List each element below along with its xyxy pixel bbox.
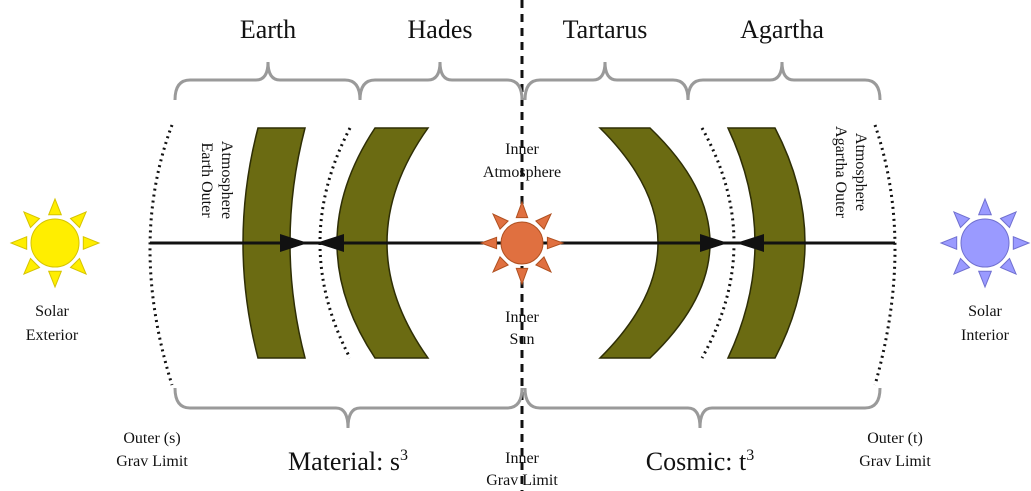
arrowhead bbox=[736, 234, 764, 252]
sun-ray bbox=[47, 270, 63, 289]
label: Grav Limit bbox=[486, 472, 558, 489]
brace bbox=[523, 61, 690, 101]
sun-ray bbox=[952, 257, 971, 276]
label: Solar bbox=[968, 303, 1002, 320]
solar-interior-sun bbox=[939, 197, 1031, 289]
sun-ray bbox=[491, 212, 509, 230]
brace bbox=[523, 387, 882, 429]
sun-ray bbox=[515, 200, 529, 219]
label: Atmosphere bbox=[483, 164, 561, 181]
earth-atmosphere-limit bbox=[318, 127, 352, 359]
sun-ray bbox=[22, 257, 41, 276]
tartarus-band bbox=[598, 127, 711, 359]
label: Exterior bbox=[26, 327, 79, 344]
brace bbox=[358, 61, 524, 101]
sun-ray bbox=[977, 197, 993, 216]
outer-t-limit bbox=[873, 124, 897, 386]
sun-ray bbox=[47, 197, 63, 216]
outer-s-limit bbox=[148, 124, 174, 386]
atmosphere-label: Atmosphere bbox=[852, 133, 869, 211]
sun-ray bbox=[546, 236, 565, 250]
atmosphere-label: Earth Outer bbox=[198, 142, 215, 218]
sun-ray bbox=[9, 235, 28, 251]
atmosphere-label: Agartha Outer bbox=[832, 126, 849, 219]
sun-ray bbox=[515, 267, 529, 286]
sun-ray bbox=[82, 235, 101, 251]
label: Solar bbox=[35, 303, 69, 320]
sun-ray bbox=[977, 270, 993, 289]
inner-sun bbox=[479, 200, 565, 286]
label: Inner bbox=[505, 141, 539, 158]
region-label: Earth bbox=[240, 15, 296, 44]
sun-ray bbox=[999, 257, 1018, 276]
label: Outer (t) bbox=[867, 430, 923, 447]
label: Inner bbox=[505, 309, 539, 326]
label: Grav Limit bbox=[116, 453, 188, 470]
sun-ray bbox=[491, 256, 509, 274]
region-label: Agartha bbox=[740, 15, 824, 44]
sun-ray bbox=[69, 210, 88, 229]
sun-ray bbox=[22, 210, 41, 229]
sun-ray bbox=[952, 210, 971, 229]
region-label: Tartarus bbox=[563, 15, 648, 44]
atmosphere-label: Atmosphere bbox=[218, 141, 235, 219]
brace bbox=[686, 61, 882, 101]
sun-ray bbox=[535, 256, 553, 274]
arrowhead bbox=[700, 234, 728, 252]
brace bbox=[173, 387, 524, 429]
material-label: Material: s3 bbox=[288, 447, 408, 476]
label: Grav Limit bbox=[859, 453, 931, 470]
sun-ray bbox=[479, 236, 498, 250]
arrowhead bbox=[280, 234, 308, 252]
sun-ray bbox=[535, 212, 553, 230]
label: Inner bbox=[505, 450, 539, 467]
arrowhead bbox=[316, 234, 344, 252]
brace bbox=[173, 61, 362, 101]
label: Outer (s) bbox=[123, 430, 180, 447]
label: Sun bbox=[510, 331, 535, 348]
cosmic-label: Cosmic: t3 bbox=[646, 447, 754, 476]
sun-ray bbox=[939, 235, 958, 251]
label: Interior bbox=[961, 327, 1010, 344]
sun-ray bbox=[999, 210, 1018, 229]
sun-ray bbox=[69, 257, 88, 276]
region-label: Hades bbox=[408, 15, 473, 44]
solar-exterior-sun bbox=[9, 197, 101, 289]
sun-ray bbox=[1012, 235, 1031, 251]
